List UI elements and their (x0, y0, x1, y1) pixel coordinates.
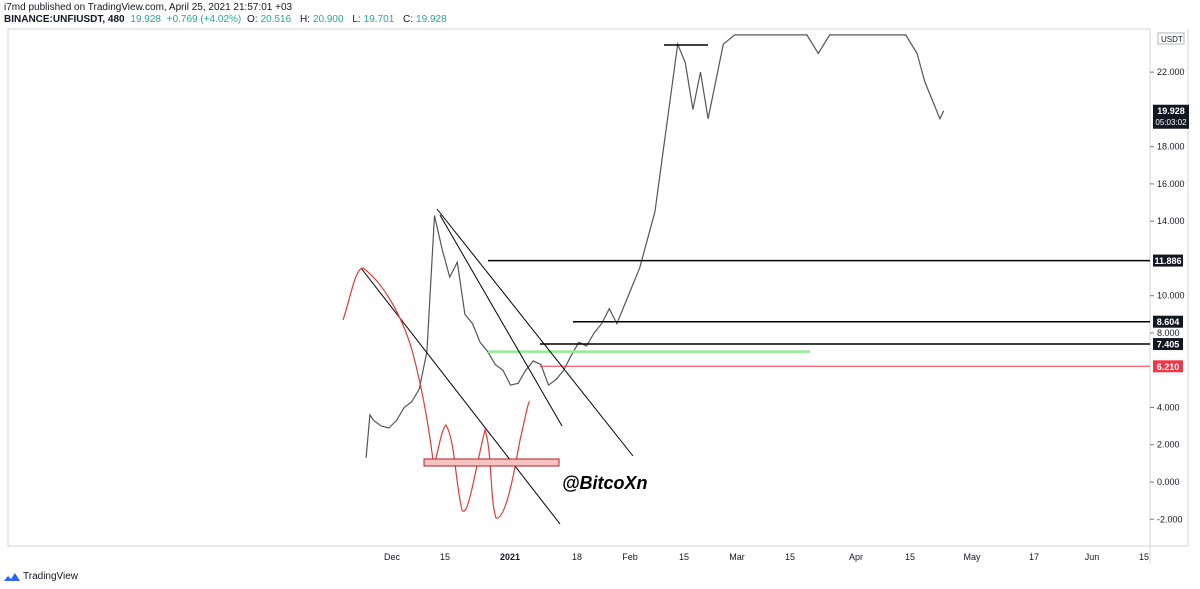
x-tick-label: 15 (905, 552, 915, 562)
price-change: +0.769 (+4.02%) (166, 14, 242, 25)
y-tick-label: 4.000 (1157, 402, 1180, 412)
ohlc-bar: BINANCE:UNFIUSDT, 480 19.928 +0.769 (+4.… (4, 14, 453, 26)
y-tick-label: 8.000 (1157, 328, 1180, 338)
price-label-text: 7.405 (1157, 340, 1180, 350)
y-tick-label: 22.000 (1157, 67, 1185, 77)
publish-text: published on TradingView.com, April 25, … (28, 2, 293, 13)
y-tick-label: 14.000 (1157, 216, 1185, 226)
x-tick-label: 15 (440, 552, 450, 562)
price-label-text: 11.886 (1154, 256, 1181, 266)
close-label: C: (403, 14, 414, 25)
low-label: L: (352, 14, 361, 25)
open-value: 20.516 (260, 14, 292, 25)
chart-drawings: @BitcoXn (342, 44, 1150, 525)
freehand-curve (342, 267, 531, 519)
price-label-box (1153, 360, 1183, 373)
price-label-box (1153, 338, 1183, 351)
trend-line-upper (436, 208, 634, 457)
x-tick-label: 15 (679, 552, 689, 562)
trend-line-lower (360, 267, 561, 525)
footer-brand[interactable]: TradingView (23, 571, 79, 582)
plot-area-border (7, 28, 1151, 547)
high-value: 20.900 (312, 14, 344, 25)
currency-label-box (1157, 32, 1185, 45)
last-price-text: 19.928 (1157, 106, 1185, 116)
open-label: O: (247, 14, 258, 25)
x-tick-label: May (963, 552, 981, 562)
close-value: 19.928 (416, 14, 447, 25)
x-tick-label: 18 (572, 552, 582, 562)
tradingview-logo-icon[interactable] (4, 572, 20, 582)
y-tick-label: 2.000 (1157, 440, 1180, 450)
price-axis[interactable]: 22.000 18.000 16.000 14.000 10.000 8.000 4.000… (1150, 32, 1185, 524)
x-tick-label: 2021 (500, 552, 520, 562)
x-tick-label: 15 (1139, 552, 1149, 562)
publish-info: i7md published on TradingView.com, April… (4, 2, 292, 14)
high-label: H: (299, 14, 310, 25)
x-tick-label: Dec (384, 552, 401, 562)
x-tick-label: 17 (1029, 552, 1039, 562)
countdown-text: 05:03:02 (1155, 118, 1187, 127)
last-price-box (1153, 104, 1189, 129)
y-tick-label: 0.000 (1157, 477, 1180, 487)
y-tick-label: 16.000 (1157, 179, 1185, 189)
x-tick-label: Jun (1085, 552, 1100, 562)
y-tick-label: 10.000 (1157, 291, 1185, 301)
currency-label: USDT (1161, 35, 1183, 44)
price-label-text: 8.604 (1157, 317, 1180, 327)
y-tick-label: 18.000 (1157, 142, 1185, 152)
y-tick-label: -2.000 (1157, 514, 1183, 524)
price-label-text: 6.210 (1157, 362, 1180, 372)
x-tick-label: Feb (622, 552, 638, 562)
author-name[interactable]: i7md (4, 2, 26, 13)
x-tick-label: 15 (785, 552, 795, 562)
price-label-box (1153, 315, 1183, 328)
x-tick-label: Apr (849, 552, 863, 562)
symbol-label: BINANCE:UNFIUSDT, 480 (4, 14, 125, 25)
highlight-rectangle (423, 458, 560, 467)
footer: TradingView (4, 570, 78, 584)
low-value: 19.701 (363, 14, 395, 25)
price-series-line (365, 34, 945, 458)
watermark-text: @BitcoXn (562, 473, 648, 493)
last-price: 19.928 (130, 14, 161, 25)
trend-line-mid (439, 214, 563, 427)
time-axis[interactable]: Dec 15 2021 18 Feb 15 Mar 15 Apr 15 May 17 Jun 15 (384, 552, 1149, 562)
price-label-box (1153, 254, 1183, 267)
x-tick-label: Mar (729, 552, 745, 562)
